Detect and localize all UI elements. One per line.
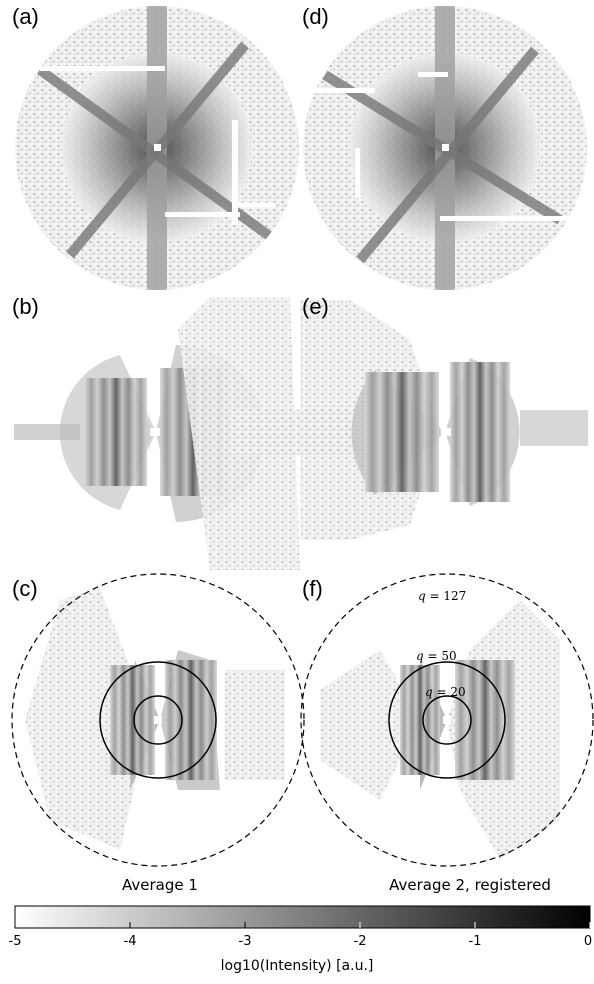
panel-a-pattern bbox=[15, 6, 299, 290]
panel-c-outer-ring bbox=[11, 573, 305, 867]
colorbar-gradient bbox=[14, 905, 591, 929]
colorbar-tick-label: -4 bbox=[123, 934, 137, 949]
colorbar-tick-label: -5 bbox=[8, 934, 22, 949]
panel-c-middle-ring bbox=[99, 661, 217, 779]
colorbar-tick-label: 0 bbox=[583, 934, 593, 949]
panel-label-e: (e) bbox=[302, 294, 329, 319]
colorbar bbox=[14, 905, 591, 929]
q-label-inner: q = 20 bbox=[425, 685, 466, 699]
caption-average-2: Average 2, registered bbox=[389, 876, 551, 894]
panel-f-outer-ring bbox=[300, 573, 594, 867]
colorbar-title: log10(Intensity) [a.u.] bbox=[220, 958, 374, 974]
panel-label-d: (d) bbox=[302, 4, 329, 29]
panel-label-f: (f) bbox=[302, 576, 323, 601]
panel-c-inner-ring bbox=[133, 695, 183, 745]
caption-average-1: Average 1 bbox=[122, 876, 198, 894]
panel-d-pattern bbox=[303, 6, 587, 290]
colorbar-tick-label: -3 bbox=[238, 934, 252, 949]
panel-c-pattern bbox=[11, 573, 305, 867]
panel-label-b: (b) bbox=[12, 294, 39, 319]
panel-label-a: (a) bbox=[12, 4, 39, 29]
colorbar-tick-label: -2 bbox=[353, 934, 367, 949]
panel-f-inner-ring bbox=[422, 695, 472, 745]
q-label-middle: q = 50 bbox=[416, 649, 457, 663]
panel-f-pattern: q = 127 q = 50 q = 20 bbox=[300, 573, 594, 867]
panel-f-middle-ring bbox=[388, 661, 506, 779]
panel-b-pattern bbox=[14, 298, 305, 570]
panel-e-pattern bbox=[300, 300, 588, 540]
panel-label-c: (c) bbox=[12, 576, 38, 601]
q-label-outer: q = 127 bbox=[418, 589, 466, 603]
colorbar-tick-label: -1 bbox=[468, 934, 482, 949]
